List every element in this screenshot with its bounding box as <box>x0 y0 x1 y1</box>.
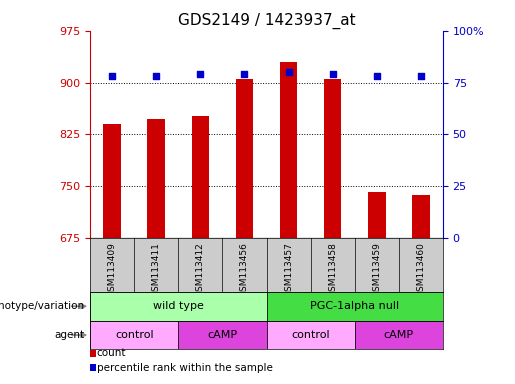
Point <box>108 73 116 79</box>
Text: GSM113458: GSM113458 <box>328 242 337 297</box>
Bar <box>267 292 443 321</box>
Bar <box>280 62 297 238</box>
Text: genotype/variation: genotype/variation <box>0 301 85 311</box>
Text: GSM113412: GSM113412 <box>196 242 205 297</box>
Bar <box>90 321 178 349</box>
Point <box>284 69 293 75</box>
Text: GSM113456: GSM113456 <box>240 242 249 297</box>
Point <box>329 71 337 77</box>
Bar <box>324 79 341 238</box>
Point <box>152 73 160 79</box>
Point <box>241 71 249 77</box>
Point <box>373 73 381 79</box>
Bar <box>236 79 253 238</box>
Point <box>196 71 204 77</box>
Text: cAMP: cAMP <box>384 330 414 340</box>
Bar <box>192 116 209 238</box>
Text: GSM113411: GSM113411 <box>152 242 161 297</box>
Bar <box>147 119 165 238</box>
Text: control: control <box>291 330 330 340</box>
Bar <box>104 124 121 238</box>
Text: percentile rank within the sample: percentile rank within the sample <box>97 363 272 373</box>
Title: GDS2149 / 1423937_at: GDS2149 / 1423937_at <box>178 13 355 29</box>
Text: count: count <box>97 348 126 358</box>
Bar <box>267 321 355 349</box>
Text: PGC-1alpha null: PGC-1alpha null <box>310 301 399 311</box>
Bar <box>412 195 430 238</box>
Text: GSM113409: GSM113409 <box>108 242 117 297</box>
Text: wild type: wild type <box>153 301 204 311</box>
Bar <box>368 192 386 238</box>
Text: cAMP: cAMP <box>208 330 237 340</box>
Bar <box>90 292 267 321</box>
Bar <box>355 321 443 349</box>
Point <box>417 73 425 79</box>
Text: GSM113459: GSM113459 <box>372 242 381 297</box>
Text: agent: agent <box>55 330 85 340</box>
Text: GSM113460: GSM113460 <box>416 242 425 297</box>
Text: control: control <box>115 330 153 340</box>
Text: GSM113457: GSM113457 <box>284 242 293 297</box>
Bar <box>178 321 267 349</box>
